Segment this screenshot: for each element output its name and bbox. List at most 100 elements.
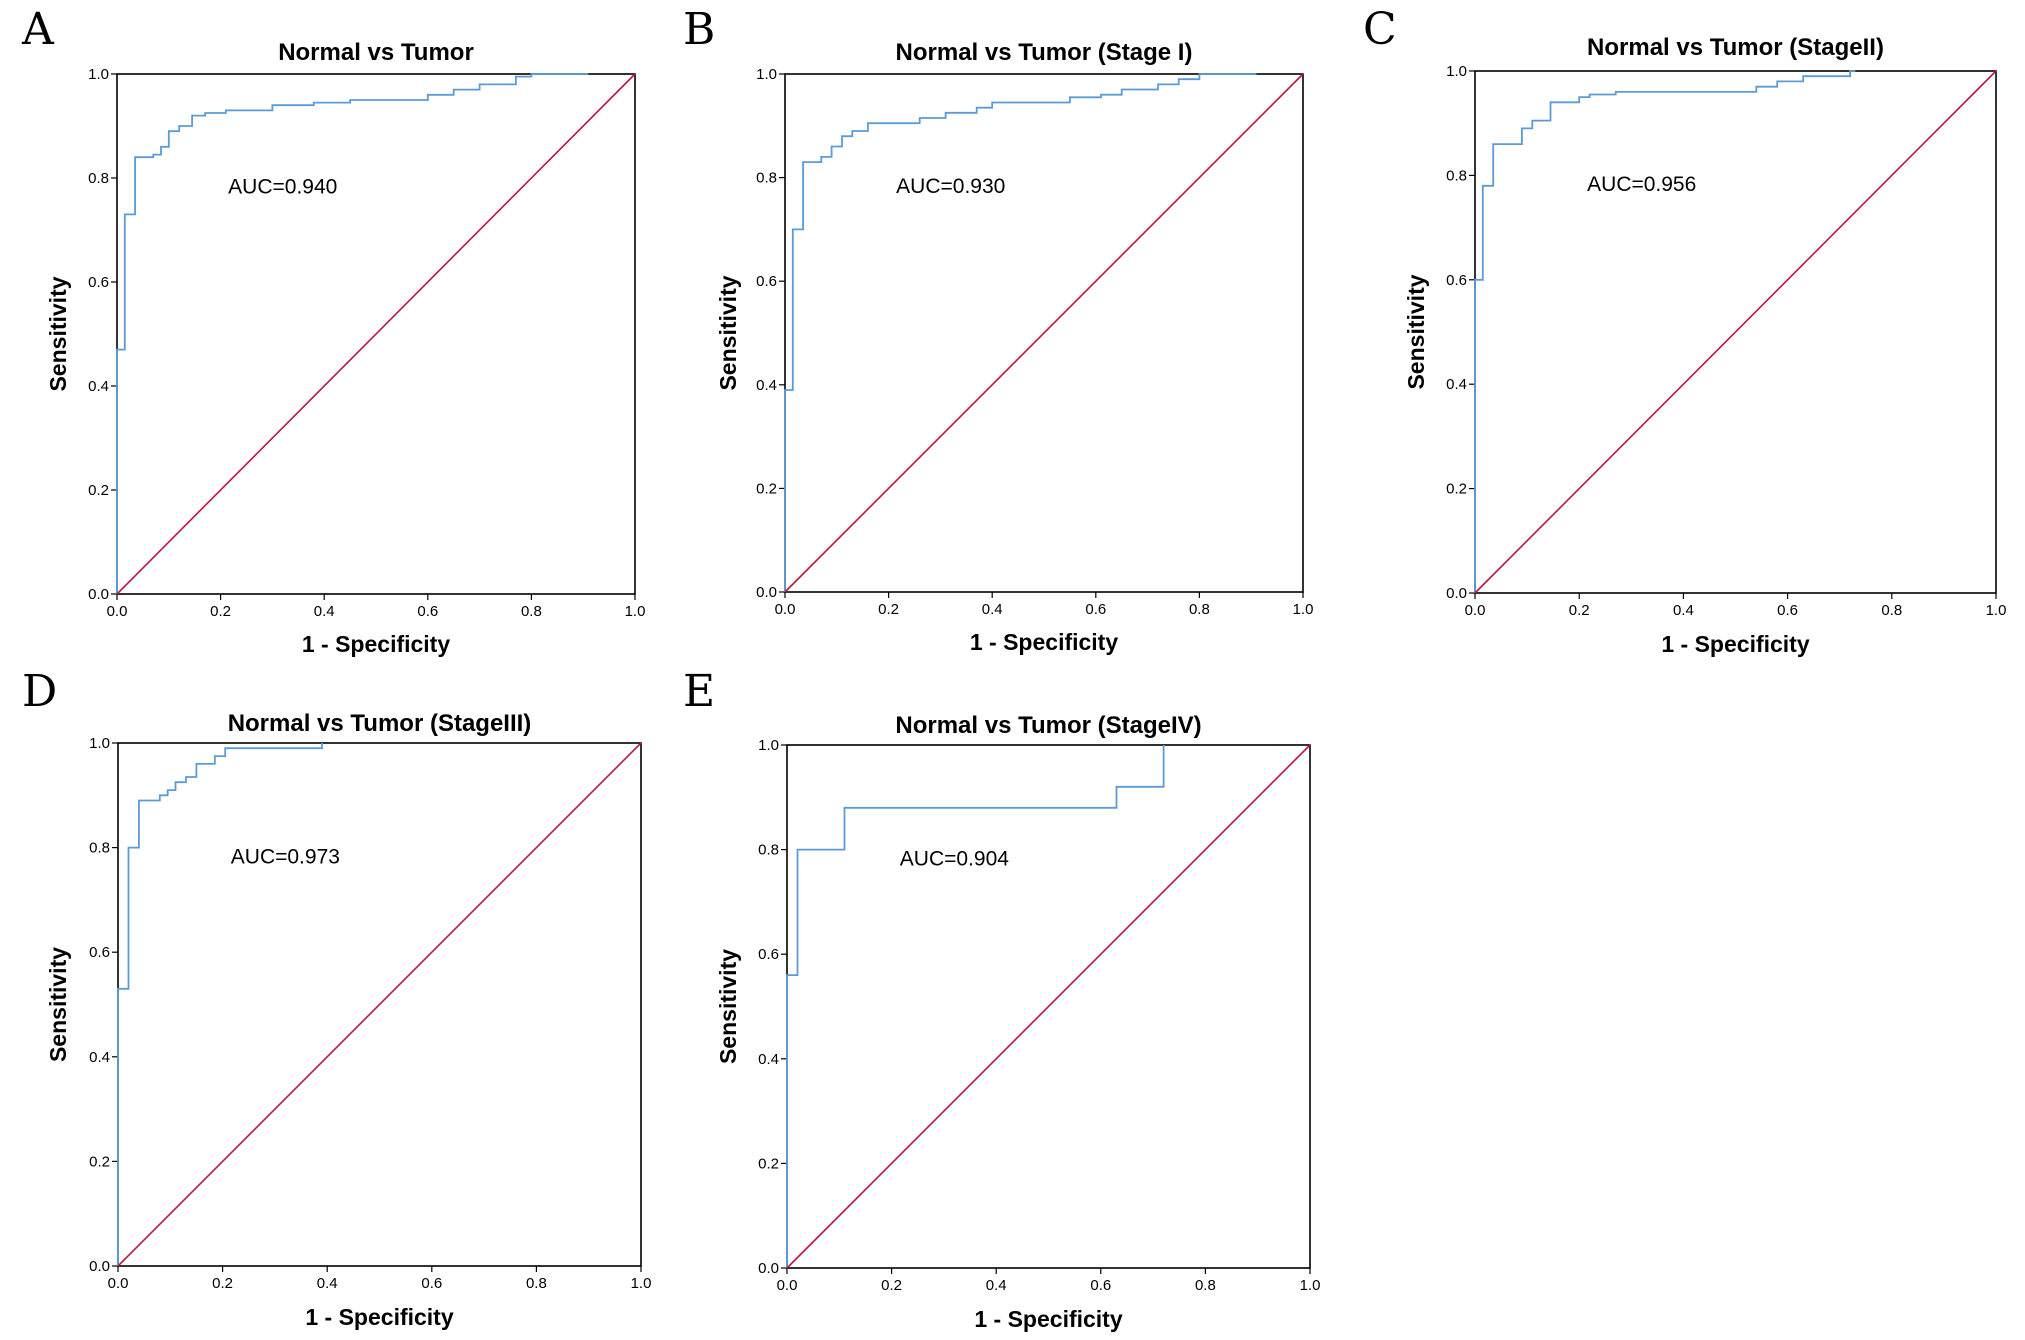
x-tick-label: 0.6: [1777, 602, 1798, 619]
reference-diagonal: [1474, 70, 1997, 594]
y-tick-label: 1.0: [1446, 63, 1467, 80]
panel-letter: A: [21, 4, 55, 55]
reference-diagonal: [784, 73, 1304, 593]
y-axis-label: Sensitivity: [715, 275, 741, 390]
y-tick-label: 0.6: [88, 274, 109, 291]
x-tick-label: 0.4: [314, 603, 335, 620]
roc-curve: [116, 73, 589, 594]
x-tick-label: 0.2: [210, 603, 231, 620]
y-tick-label: 0.0: [1446, 585, 1467, 602]
x-tick-label: 0.4: [986, 1277, 1007, 1294]
roc-curve: [786, 745, 1165, 1268]
roc-panel-d: D Normal vs Tumor (StageIII) 0.0 0.2 0.4 0.6 0…: [22, 666, 651, 1330]
y-tick-label: 0.6: [758, 946, 779, 963]
x-tick-label: 0.8: [1195, 1277, 1216, 1294]
x-tick-label: 0.8: [526, 1275, 547, 1292]
plot-title: Normal vs Tumor (StageIV): [895, 712, 1201, 739]
x-tick-label: 0.6: [421, 1275, 442, 1292]
y-tick-label: 0.6: [89, 944, 110, 961]
x-tick-label: 0.0: [777, 1277, 798, 1294]
plot-title: Normal vs Tumor (Stage I): [896, 39, 1193, 66]
roc-curve: [117, 743, 323, 1266]
reference-diagonal: [117, 742, 642, 1267]
roc-panel-b: B Normal vs Tumor (Stage I) 0.0 0.2 0.4 0.6 0.…: [683, 4, 1313, 655]
x-axis-label: 1 - Specificity: [302, 631, 450, 657]
roc-curve: [784, 73, 1257, 592]
y-tick-label: 0.6: [1446, 272, 1467, 289]
x-tick-label: 1.0: [631, 1275, 652, 1292]
x-tick-label: 1.0: [625, 603, 646, 620]
y-axis-label: Sensitivity: [45, 947, 71, 1062]
y-tick-label: 0.4: [88, 378, 109, 395]
roc-panel-e: E Normal vs Tumor (StageIV) 0.0 0.2 0.4 0.6 0.…: [683, 666, 1320, 1332]
x-tick-label: 0.6: [417, 603, 438, 620]
x-tick-label: 0.2: [878, 601, 899, 618]
auc-annotation: AUC=0.973: [231, 845, 340, 868]
x-tick-label: 1.0: [1293, 601, 1314, 618]
x-tick-label: 0.2: [881, 1277, 902, 1294]
x-tick-label: 0.0: [108, 1275, 129, 1292]
x-tick-label: 0.2: [1569, 602, 1590, 619]
x-tick-label: 0.8: [1189, 601, 1210, 618]
y-tick-label: 0.4: [1446, 376, 1467, 393]
plot-frame: [784, 73, 1304, 593]
x-tick-label: 0.6: [1090, 1277, 1111, 1294]
x-tick-label: 0.4: [1673, 602, 1694, 619]
y-tick-label: 0.2: [756, 480, 777, 497]
plot-frame: [116, 73, 636, 595]
x-tick-label: 0.4: [317, 1275, 338, 1292]
roc-curve: [1474, 70, 1856, 593]
y-tick-label: 1.0: [758, 737, 779, 754]
y-tick-label: 0.4: [758, 1051, 779, 1068]
y-tick-label: 0.2: [88, 482, 109, 499]
x-axis-label: 1 - Specificity: [1661, 631, 1809, 657]
plot-title: Normal vs Tumor (StageII): [1587, 34, 1884, 61]
y-tick-label: 1.0: [88, 66, 109, 83]
panel-letter: D: [22, 666, 57, 717]
y-tick-label: 0.2: [758, 1155, 779, 1172]
roc-panel-c: C Normal vs Tumor (StageII) 0.0 0.2 0.4 0.6 0.…: [1363, 4, 2006, 657]
x-tick-label: 0.2: [212, 1275, 233, 1292]
auc-annotation: AUC=0.930: [896, 175, 1005, 198]
x-axis-label: 1 - Specificity: [970, 629, 1118, 655]
panel-letter: E: [683, 666, 715, 717]
y-axis-label: Sensitivity: [715, 949, 741, 1064]
x-tick-label: 0.8: [1881, 602, 1902, 619]
reference-diagonal: [786, 744, 1311, 1269]
y-tick-label: 0.6: [756, 273, 777, 290]
x-tick-label: 0.6: [1085, 601, 1106, 618]
y-tick-label: 0.0: [89, 1258, 110, 1275]
roc-panel-a: A Normal vs Tumor 0.0 0.2 0.4 0.6 0.8 1.0 0.0 0.2…: [21, 4, 645, 657]
x-tick-label: 0.0: [1465, 602, 1486, 619]
x-tick-label: 1.0: [1300, 1277, 1321, 1294]
plot-title: Normal vs Tumor (StageIII): [228, 710, 532, 737]
reference-diagonal: [116, 73, 636, 595]
y-tick-label: 0.2: [89, 1153, 110, 1170]
panel-letter: B: [683, 4, 715, 55]
y-tick-label: 0.8: [758, 842, 779, 859]
y-tick-label: 1.0: [89, 735, 110, 752]
y-tick-label: 0.8: [88, 170, 109, 187]
y-tick-label: 0.8: [1446, 167, 1467, 184]
y-tick-label: 0.8: [756, 170, 777, 187]
y-tick-label: 0.0: [88, 586, 109, 603]
plot-title: Normal vs Tumor: [278, 39, 474, 66]
x-axis-label: 1 - Specificity: [974, 1306, 1122, 1332]
y-tick-label: 0.4: [89, 1049, 110, 1066]
x-tick-label: 0.0: [107, 603, 128, 620]
y-tick-label: 0.0: [758, 1260, 779, 1277]
y-tick-label: 0.8: [89, 840, 110, 857]
x-tick-label: 1.0: [1986, 602, 2007, 619]
x-tick-label: 0.0: [775, 601, 796, 618]
auc-annotation: AUC=0.940: [228, 176, 337, 199]
y-tick-label: 0.0: [756, 584, 777, 601]
x-axis-label: 1 - Specificity: [305, 1304, 453, 1330]
x-tick-label: 0.8: [521, 603, 542, 620]
y-tick-label: 0.2: [1446, 481, 1467, 498]
auc-annotation: AUC=0.956: [1587, 173, 1696, 196]
y-tick-label: 0.4: [756, 377, 777, 394]
y-axis-label: Sensitivity: [1403, 274, 1429, 389]
panel-letter: C: [1363, 4, 1397, 55]
auc-annotation: AUC=0.904: [900, 847, 1009, 870]
